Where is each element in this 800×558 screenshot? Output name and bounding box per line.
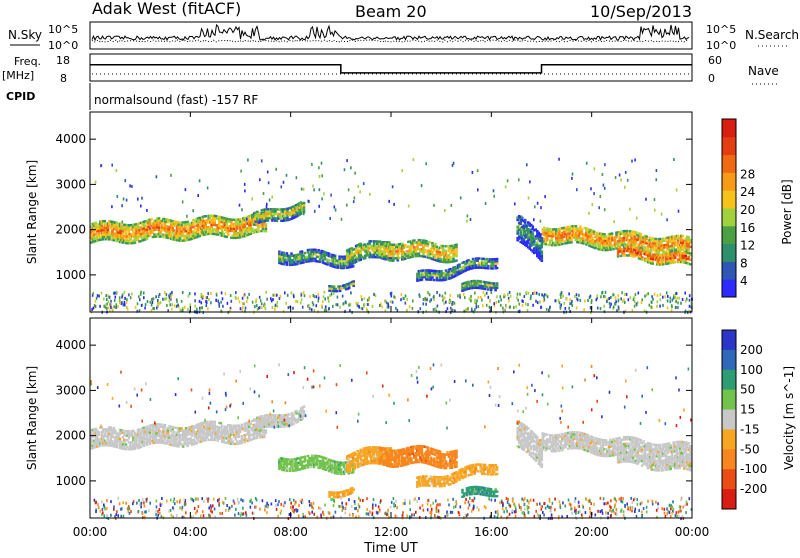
nsearch-label: N.Search xyxy=(745,28,799,42)
colorbar-segment xyxy=(722,489,736,509)
colorbar-segment xyxy=(722,350,736,370)
noise-exp-hi-left: 10^5 xyxy=(48,23,78,36)
y-tick-label: 4000 xyxy=(55,338,86,352)
colorbar-segment xyxy=(722,429,736,449)
power-ylabel: Slant Range [km] xyxy=(25,160,39,264)
colorbar-segment xyxy=(722,190,736,208)
colorbar-segment xyxy=(722,330,736,350)
power-heatmap xyxy=(90,158,693,314)
velocity-heatmap xyxy=(90,363,692,520)
velocity-ylabel: Slant Range [km] xyxy=(25,366,39,470)
nave-tick-hi: 60 xyxy=(708,54,722,67)
x-tick-label: 16:00 xyxy=(474,525,509,539)
freq-series-line xyxy=(90,65,692,73)
colorbar-segment xyxy=(722,449,736,469)
date-title: 10/Sep/2013 xyxy=(590,2,692,21)
beam-title: Beam 20 xyxy=(355,2,427,21)
velocity-colorbar: 200 100 50 15 -15 -50 -100 -200 xyxy=(722,330,767,510)
noise-exp-lo-left: 10^0 xyxy=(48,39,78,52)
cpid-label: CPID xyxy=(6,90,35,103)
x-tick-label: 04:00 xyxy=(173,525,208,539)
colorbar-tick-label: 12 xyxy=(740,239,755,253)
colorbar-segment xyxy=(722,370,736,390)
colorbar-tick-label: 100 xyxy=(740,363,763,377)
colorbar-segment xyxy=(722,208,736,226)
nave-tick-lo: 0 xyxy=(708,72,715,85)
colorbar-segment xyxy=(722,119,736,137)
x-tick-label: 00:00 xyxy=(675,525,710,539)
freq-label: Freq. xyxy=(14,55,41,68)
colorbar-tick-label: 8 xyxy=(740,256,748,270)
x-tick-label: 12:00 xyxy=(374,525,409,539)
freq-tick-lo: 8 xyxy=(60,72,67,85)
noise-panel: N.Sky 10^5 10^0 10^5 10^0 N.Search xyxy=(8,22,799,52)
power-cbar-label: Power [dB] xyxy=(780,179,794,244)
freq-tick-hi: 18 xyxy=(56,54,70,67)
velocity-y-axis: 1000 2000 3000 4000 xyxy=(55,338,692,488)
colorbar-segment xyxy=(722,172,736,190)
colorbar-tick-label: 50 xyxy=(740,383,755,397)
x-axis-label: Time UT xyxy=(363,541,417,554)
colorbar-segment xyxy=(722,137,736,155)
colorbar-segment xyxy=(722,279,736,297)
x-tick-label: 00:00 xyxy=(73,525,108,539)
mhz-label: [MHz] xyxy=(2,69,34,82)
colorbar-segment xyxy=(722,244,736,262)
y-tick-label: 2000 xyxy=(55,429,86,443)
x-tick-label: 08:00 xyxy=(273,525,308,539)
y-tick-label: 3000 xyxy=(55,177,86,191)
nsearch-series-line xyxy=(92,40,689,42)
y-tick-label: 1000 xyxy=(55,474,86,488)
cpid-text: normalsound (fast) -157 RF xyxy=(94,93,258,107)
noise-exp-lo-right: 10^0 xyxy=(706,39,736,52)
colorbar-tick-label: -15 xyxy=(740,422,760,436)
colorbar-segment xyxy=(722,410,736,430)
noise-exp-hi-right: 10^5 xyxy=(706,23,736,36)
colorbar-tick-label: 20 xyxy=(740,203,755,217)
colorbar-segment xyxy=(722,155,736,173)
freq-panel: Freq. [MHz] 18 8 60 0 Nave xyxy=(2,54,780,85)
colorbar-tick-label: 28 xyxy=(740,167,755,181)
power-panel: 1000 2000 3000 4000 Slant Range [km] 4 8 12 16… xyxy=(25,112,794,314)
colorbar-tick-label: 24 xyxy=(740,185,755,199)
nsky-series-line xyxy=(92,25,689,40)
y-tick-label: 4000 xyxy=(55,132,86,146)
power-colorbar: 4 8 12 16 20 24 28 xyxy=(722,119,755,298)
time-x-axis: 00:00 04:00 08:00 12:00 16:00 20:00 00:00 xyxy=(73,112,710,539)
nsky-label: N.Sky xyxy=(8,28,42,42)
colorbar-tick-label: 16 xyxy=(740,221,755,235)
colorbar-segment xyxy=(722,261,736,279)
y-tick-label: 1000 xyxy=(55,268,86,282)
x-tick-label: 20:00 xyxy=(574,525,609,539)
velocity-panel: 1000 2000 3000 4000 Slant Range [km] 200 100… xyxy=(25,318,796,520)
colorbar-tick-label: 200 xyxy=(740,343,763,357)
colorbar-tick-label: 15 xyxy=(740,403,755,417)
y-tick-label: 2000 xyxy=(55,223,86,237)
colorbar-tick-label: -100 xyxy=(740,462,767,476)
colorbar-segment xyxy=(722,226,736,244)
power-y-axis: 1000 2000 3000 4000 xyxy=(55,132,692,282)
colorbar-tick-label: 4 xyxy=(740,274,748,288)
site-title: Adak West (fitACF) xyxy=(92,0,241,18)
colorbar-tick-label: -50 xyxy=(740,442,760,456)
y-tick-label: 3000 xyxy=(55,383,86,397)
colorbar-segment xyxy=(722,469,736,489)
colorbar-segment xyxy=(722,390,736,410)
nave-label: Nave xyxy=(748,64,779,78)
velocity-cbar-label: Velocity [m s^-1] xyxy=(782,366,796,470)
colorbar-tick-label: -200 xyxy=(740,482,767,496)
